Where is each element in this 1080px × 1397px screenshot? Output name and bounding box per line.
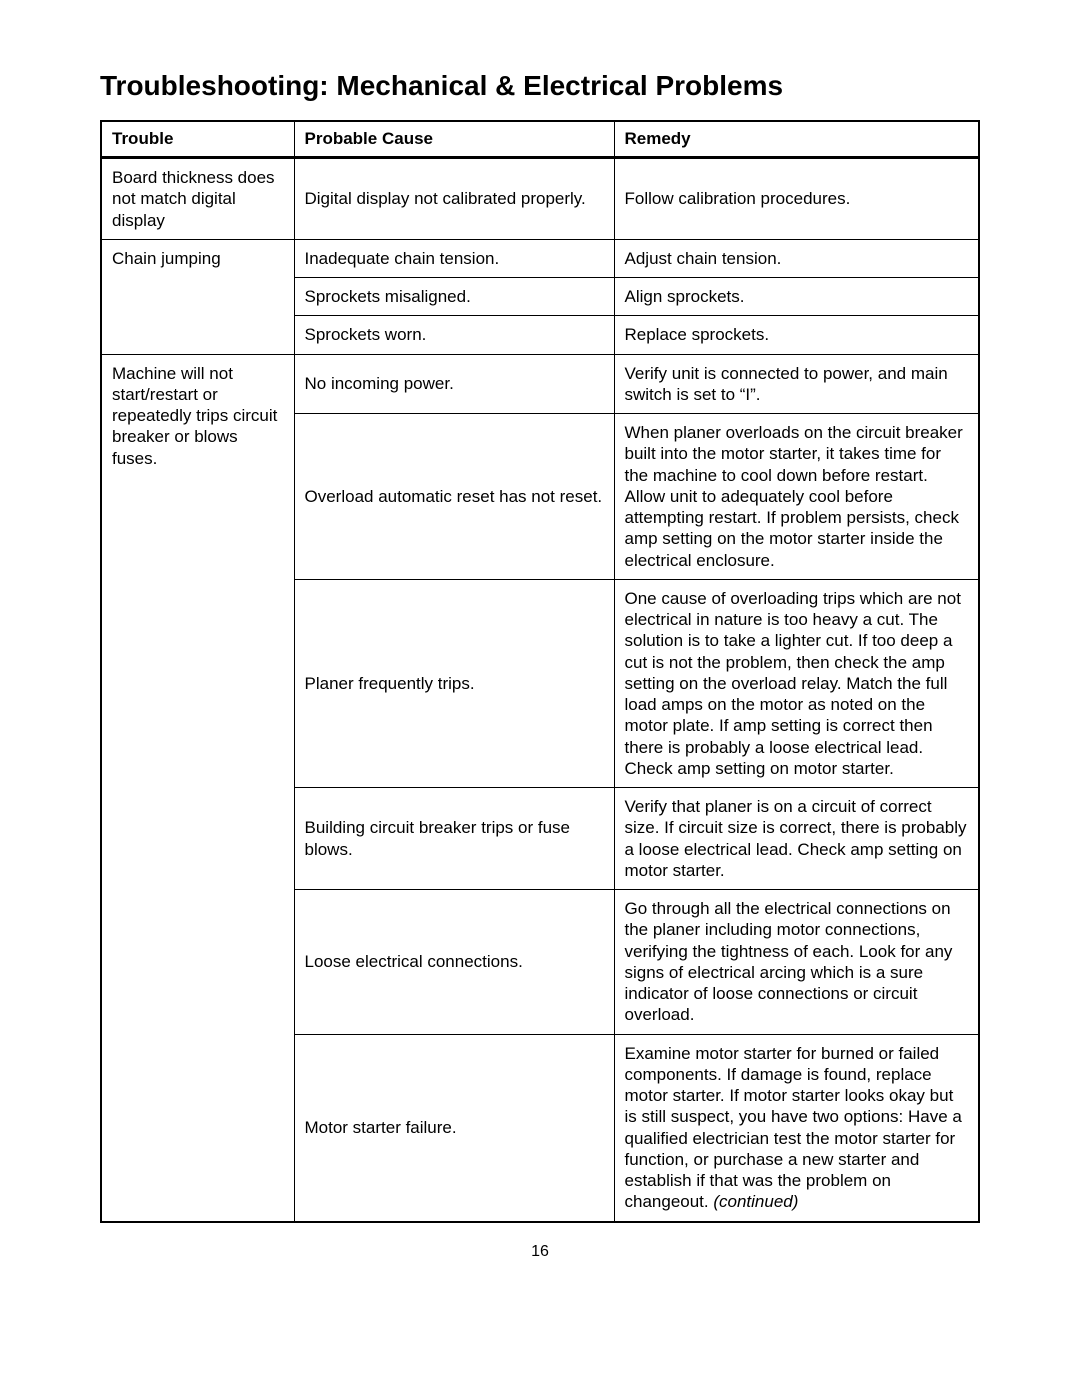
cell-remedy: Align sprockets. — [614, 278, 979, 316]
cell-trouble: Board thickness does not match digital d… — [101, 158, 294, 240]
cell-cause: Sprockets misaligned. — [294, 278, 614, 316]
remedy-continued: (continued) — [709, 1192, 799, 1211]
cell-cause: Sprockets worn. — [294, 316, 614, 354]
col-header-trouble: Trouble — [101, 121, 294, 158]
cell-cause: Motor starter failure. — [294, 1034, 614, 1222]
cell-remedy: Adjust chain tension. — [614, 239, 979, 277]
cell-cause: Inadequate chain tension. — [294, 239, 614, 277]
cell-cause: No incoming power. — [294, 354, 614, 414]
col-header-remedy: Remedy — [614, 121, 979, 158]
table-row: Machine will not start/restart or repeat… — [101, 354, 979, 414]
page-number: 16 — [100, 1243, 980, 1261]
cell-cause: Overload automatic reset has not reset. — [294, 414, 614, 580]
table-row: Chain jumping Inadequate chain tension. … — [101, 239, 979, 277]
table-row: Board thickness does not match digital d… — [101, 158, 979, 240]
table-header-row: Trouble Probable Cause Remedy — [101, 121, 979, 158]
remedy-text: Examine motor starter for burned or fail… — [625, 1044, 962, 1212]
col-header-cause: Probable Cause — [294, 121, 614, 158]
page-title: Troubleshooting: Mechanical & Electrical… — [100, 70, 980, 102]
cell-trouble: Chain jumping — [101, 239, 294, 354]
cell-remedy: One cause of overloading trips which are… — [614, 579, 979, 787]
cell-cause: Building circuit breaker trips or fuse b… — [294, 788, 614, 890]
troubleshooting-table: Trouble Probable Cause Remedy Board thic… — [100, 120, 980, 1223]
cell-cause: Planer frequently trips. — [294, 579, 614, 787]
cell-remedy: Examine motor starter for burned or fail… — [614, 1034, 979, 1222]
cell-remedy: Verify that planer is on a circuit of co… — [614, 788, 979, 890]
cell-remedy: Go through all the electrical connection… — [614, 890, 979, 1035]
cell-remedy: When planer overloads on the circuit bre… — [614, 414, 979, 580]
cell-cause: Loose electrical connections. — [294, 890, 614, 1035]
cell-cause: Digital display not calibrated properly. — [294, 158, 614, 240]
cell-trouble: Machine will not start/restart or repeat… — [101, 354, 294, 1222]
cell-remedy: Verify unit is connected to power, and m… — [614, 354, 979, 414]
cell-remedy: Follow calibration procedures. — [614, 158, 979, 240]
cell-remedy: Replace sprockets. — [614, 316, 979, 354]
